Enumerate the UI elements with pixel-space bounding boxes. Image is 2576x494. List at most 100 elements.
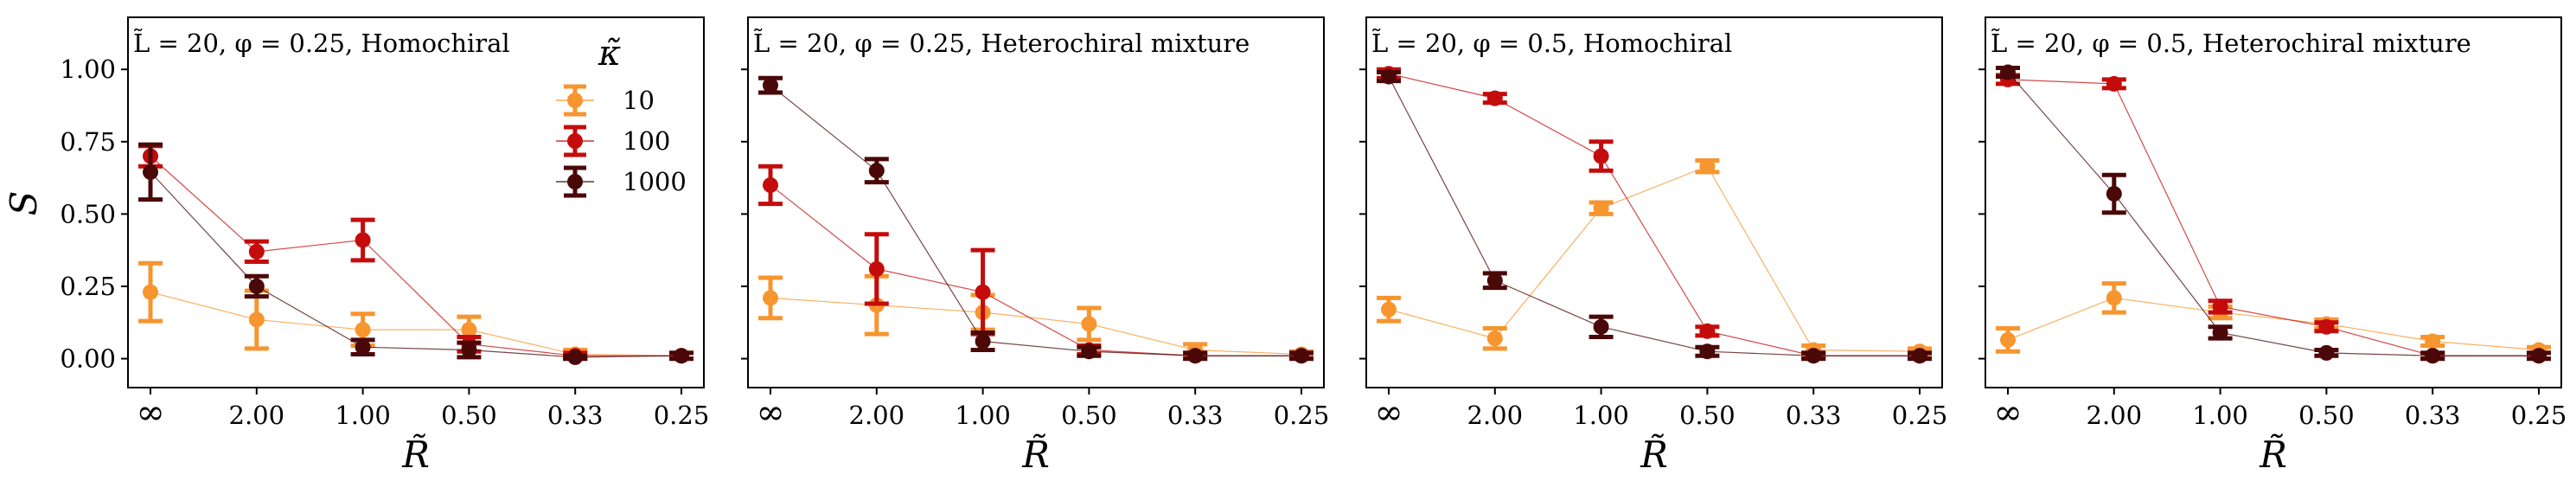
data-point xyxy=(2212,298,2228,315)
x-tick-label: 1.00 xyxy=(335,401,391,430)
x-tick-label: 0.50 xyxy=(441,401,497,430)
data-point xyxy=(1294,348,1309,364)
data-point xyxy=(461,322,477,338)
x-tick-label: 0.25 xyxy=(2511,401,2567,430)
x-tick-label: 0.33 xyxy=(547,401,604,430)
x-tick-label: 0.33 xyxy=(2405,401,2461,430)
series-1000 xyxy=(1377,68,1932,364)
x-tick-label: 0.33 xyxy=(1786,401,1842,430)
panel-1: 0.00 0.25 0.50 0.75 1.00 ∞ 2.00 1.00 0.50 0.33 0.2… xyxy=(60,16,710,476)
data-point xyxy=(2212,324,2228,341)
data-point xyxy=(1381,68,1397,85)
data-point xyxy=(763,176,778,193)
series-line xyxy=(150,156,681,356)
panel-4: ∞ 2.00 1.00 0.50 0.33 0.25 R̃ L̃ = 20, φ = 0.5,… xyxy=(1978,16,2567,476)
x-tick-label: 1.00 xyxy=(955,401,1011,430)
x-tick-label: 2.00 xyxy=(849,401,905,430)
series-line xyxy=(770,85,1301,356)
data-point xyxy=(2106,185,2122,202)
x-tick-label: 0.50 xyxy=(2298,401,2355,430)
legend-label: 1000 xyxy=(623,167,687,196)
data-point xyxy=(1381,301,1397,318)
data-point xyxy=(1699,323,1716,339)
y-tick-label: 0.50 xyxy=(60,199,116,228)
data-point xyxy=(2318,318,2335,335)
x-axis-label: R̃ xyxy=(1021,433,1050,476)
data-point xyxy=(1081,343,1097,360)
data-point xyxy=(1486,273,1503,289)
data-point xyxy=(2106,290,2122,306)
panel-3: ∞ 2.00 1.00 0.50 0.33 0.25 R̃ L̃ = 20, φ = 0.5,… xyxy=(1359,16,1948,476)
series-line xyxy=(1388,76,1920,356)
data-point xyxy=(355,322,371,338)
x-axis-label: R̃ xyxy=(1640,433,1668,476)
x-tick-label: 0.50 xyxy=(1679,401,1735,430)
x-tick-label: ∞ xyxy=(136,393,164,433)
data-point xyxy=(763,77,778,93)
x-tick-label: 0.25 xyxy=(654,401,710,430)
data-point xyxy=(674,348,689,364)
panel-title: L̃ = 20, φ = 0.5, Homochiral xyxy=(1371,29,1732,58)
data-point xyxy=(2531,348,2547,364)
data-point xyxy=(1486,330,1503,347)
data-point xyxy=(868,163,885,179)
plot-frame xyxy=(747,16,1325,388)
series-1000 xyxy=(138,142,694,365)
x-tick-label: 0.25 xyxy=(1274,401,1330,430)
data-point xyxy=(248,278,265,294)
legend-label: 10 xyxy=(623,86,655,115)
plot-frame xyxy=(1985,16,2562,388)
data-point xyxy=(1699,343,1716,360)
data-point xyxy=(2425,333,2441,350)
panel-title: L̃ = 20, φ = 0.25, Homochiral xyxy=(133,29,510,58)
y-tick-label: 0.75 xyxy=(60,127,116,157)
data-point xyxy=(2106,75,2122,92)
series-100 xyxy=(1377,66,1932,364)
x-tick-label: 0.33 xyxy=(1167,401,1224,430)
series-100 xyxy=(1996,71,2551,364)
data-point xyxy=(975,284,991,300)
panel-title: L̃ = 20, φ = 0.25, Heterochiral mixture xyxy=(753,29,1250,58)
data-point xyxy=(143,164,158,180)
series-line xyxy=(1388,73,1920,356)
legend-title: κ̃ xyxy=(598,34,621,74)
data-point xyxy=(1187,348,1204,364)
data-point xyxy=(143,284,158,300)
x-axis-label: R̃ xyxy=(401,433,430,476)
legend-marker xyxy=(567,174,583,189)
series-10 xyxy=(758,273,1314,362)
plot-frame xyxy=(127,16,705,388)
series-10 xyxy=(1377,158,1932,360)
x-tick-label: 2.00 xyxy=(229,401,285,430)
series-line xyxy=(1388,165,1921,352)
series-line xyxy=(2007,79,2539,356)
series-line xyxy=(150,171,682,358)
series-line xyxy=(770,297,1302,356)
y-axis-label: S xyxy=(3,191,45,216)
data-point xyxy=(2000,331,2016,348)
series-line xyxy=(150,292,682,356)
data-point xyxy=(1593,200,1609,216)
series-line xyxy=(770,184,1301,356)
legend: κ̃10 100 1000 xyxy=(556,34,687,198)
series-100 xyxy=(138,144,694,364)
data-point xyxy=(1081,316,1097,332)
data-point xyxy=(2425,348,2441,364)
x-tick-label: ∞ xyxy=(1374,393,1403,433)
x-tick-label: ∞ xyxy=(1993,393,2022,433)
panels: 0.00 0.25 0.50 0.75 1.00 ∞ 2.00 1.00 0.50 0.33 0.2… xyxy=(60,16,2567,476)
data-point xyxy=(1593,318,1609,335)
data-point xyxy=(1806,348,1822,364)
panel-2: ∞ 2.00 1.00 0.50 0.33 0.25 R̃ L̃ = 20, φ = 0.25… xyxy=(741,16,1330,476)
x-tick-label: ∞ xyxy=(756,393,784,433)
y-tick-label: 0.25 xyxy=(60,272,116,301)
data-point xyxy=(461,342,477,358)
data-point xyxy=(567,349,584,365)
x-axis-label: R̃ xyxy=(2259,433,2287,476)
data-point xyxy=(248,243,265,260)
data-point xyxy=(355,339,371,356)
series-1000 xyxy=(1996,64,2551,364)
x-tick-label: 0.25 xyxy=(1892,401,1948,430)
x-tick-label: 2.00 xyxy=(1467,401,1524,430)
